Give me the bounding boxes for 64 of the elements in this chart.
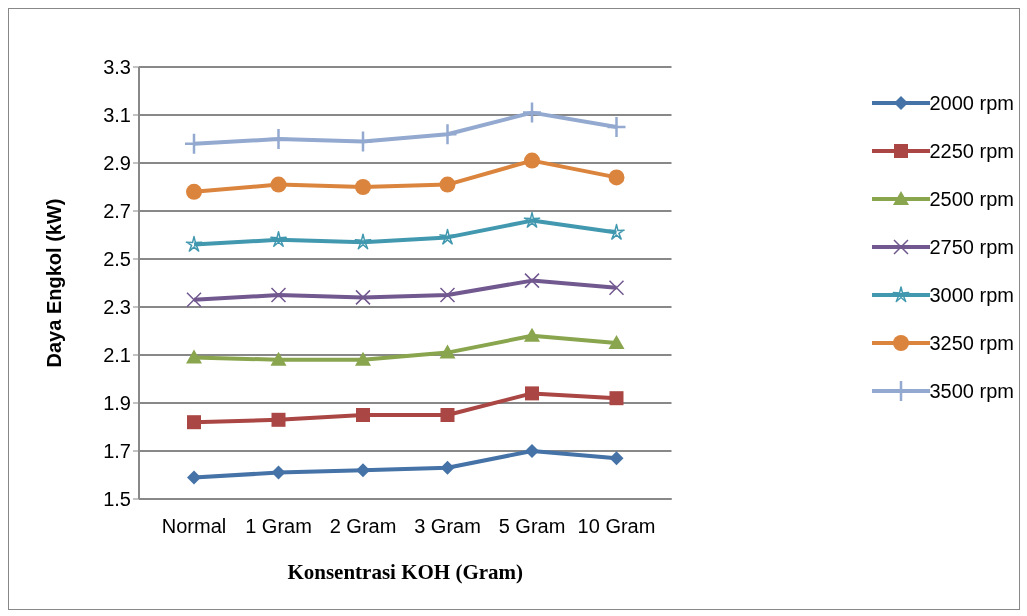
x-tick-label: 2 Gram: [329, 515, 397, 538]
legend-label: 2750 rpm: [929, 235, 1014, 259]
point: [439, 176, 456, 193]
point: [440, 460, 455, 475]
point: [356, 408, 370, 422]
point: [355, 351, 371, 366]
y-tick-label: 2.7: [103, 200, 131, 223]
y-tick-label: 3.1: [103, 104, 131, 127]
y-tick-label: 2.9: [103, 152, 131, 175]
y-tick-label: 1.7: [103, 440, 131, 463]
point: [608, 223, 625, 240]
point: [525, 386, 539, 401]
point: [271, 465, 286, 480]
x-tick-label: 5 Gram: [498, 515, 566, 538]
y-tick-label: 2.5: [103, 248, 131, 271]
point: [270, 287, 287, 303]
point: [609, 391, 624, 406]
point: [356, 463, 370, 478]
x-axis-title: Konsentrasi KOH (Gram): [287, 560, 524, 584]
legend-label: 2500 rpm: [929, 187, 1014, 211]
y-tick-label: 1.5: [103, 488, 131, 511]
legend-label: 2000 rpm: [929, 91, 1014, 115]
x-tick-label: 3 Gram: [414, 515, 481, 538]
x-tick-label: 10 Gram: [577, 515, 656, 538]
point: [439, 287, 456, 303]
y-tick-label: 2.3: [103, 296, 131, 319]
legend-label: 2250 rpm: [929, 139, 1014, 163]
point: [187, 470, 201, 485]
x-tick-label: 1 Gram: [245, 515, 312, 538]
point: [270, 351, 287, 366]
point: [439, 228, 456, 245]
point: [268, 127, 289, 151]
legend-label: 3500 rpm: [929, 379, 1014, 403]
point: [608, 335, 625, 349]
point: [186, 292, 202, 308]
y-tick-label: 3.3: [103, 56, 131, 79]
point: [521, 101, 543, 124]
y-tick-label: 1.9: [103, 392, 131, 415]
y-tick-label: 2.1: [103, 344, 131, 367]
point: [606, 115, 627, 139]
point: [355, 289, 371, 306]
point: [525, 444, 539, 458]
point: [439, 344, 456, 359]
point: [186, 349, 202, 364]
point: [609, 451, 624, 466]
point: [524, 152, 540, 169]
y-axis-title: Daya Engkol (kW): [43, 198, 66, 368]
point: [524, 272, 540, 289]
point: [271, 412, 286, 427]
point: [270, 231, 287, 248]
point: [440, 408, 455, 422]
point: [523, 211, 541, 228]
point: [355, 179, 371, 195]
point: [608, 280, 625, 296]
legend-label: 3250 rpm: [929, 331, 1014, 355]
point: [186, 183, 202, 200]
point: [270, 176, 287, 193]
point: [354, 233, 372, 250]
legend-label: 3000 rpm: [929, 283, 1014, 307]
point: [608, 169, 625, 186]
point: [524, 327, 540, 342]
x-tick-label: Normal: [161, 515, 227, 538]
point: [187, 415, 201, 430]
point: [185, 235, 203, 252]
